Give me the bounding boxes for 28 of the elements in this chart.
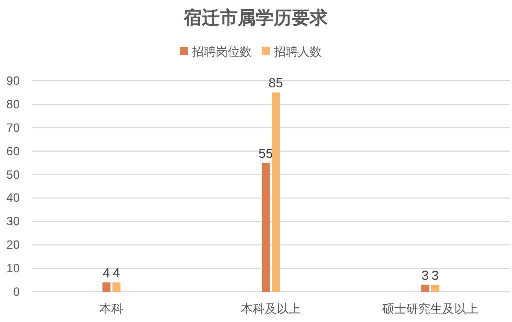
chart-title: 宿迁市属学历要求: [183, 8, 329, 28]
y-tick-label: 60: [6, 144, 20, 158]
legend-label: 招聘岗位数: [191, 45, 252, 59]
data-label: 4: [103, 266, 110, 281]
x-tick-label: 硕士研究生及以上: [381, 302, 478, 316]
y-tick-label: 50: [6, 168, 20, 182]
y-tick-label: 0: [13, 285, 20, 299]
y-tick-label: 80: [6, 97, 20, 112]
x-tick-label: 本科及以上: [241, 302, 301, 316]
bar: [112, 282, 121, 292]
y-tick-label: 30: [6, 214, 20, 229]
y-tick-label: 40: [6, 191, 20, 206]
data-label: 4: [113, 266, 120, 281]
y-tick-label: 20: [6, 238, 20, 252]
y-tick-label: 10: [6, 262, 20, 276]
data-label: 55: [258, 146, 274, 162]
bar: [102, 282, 111, 292]
data-label: 3: [422, 268, 429, 283]
data-label: 85: [268, 76, 284, 91]
legend-label: 招聘人数: [273, 45, 322, 59]
y-tick-label: 90: [6, 74, 20, 88]
data-label: 3: [432, 268, 439, 283]
x-tick-label: 本科: [100, 302, 124, 316]
y-tick-label: 70: [6, 120, 20, 135]
bar: [431, 284, 440, 292]
bar: [262, 163, 270, 292]
bar: [421, 284, 430, 292]
bar: [272, 92, 280, 292]
